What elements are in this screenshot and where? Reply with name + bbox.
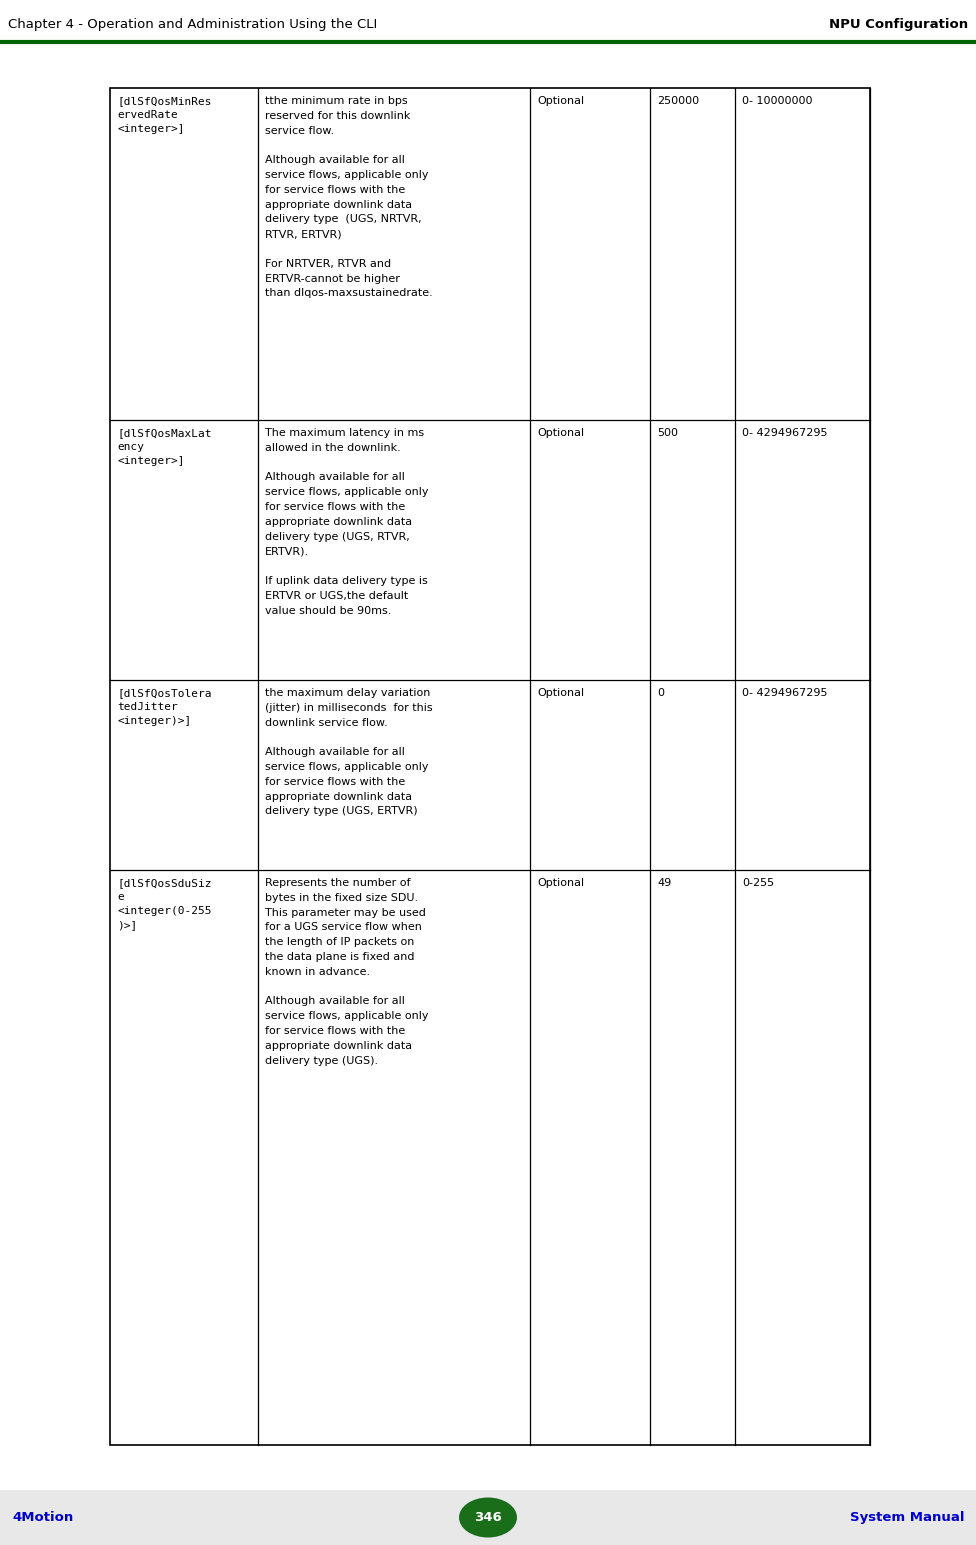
Text: [dlSfQosMinRes
ervedRate
<integer>]: [dlSfQosMinRes ervedRate <integer>]: [117, 96, 212, 134]
Text: 250000: 250000: [657, 96, 699, 107]
Text: 0- 10000000: 0- 10000000: [742, 96, 812, 107]
Text: Optional: Optional: [537, 878, 584, 888]
Bar: [110, 88, 870, 1445]
Text: Optional: Optional: [537, 688, 584, 698]
Text: 0- 4294967295: 0- 4294967295: [742, 688, 828, 698]
Text: 0: 0: [657, 688, 664, 698]
Text: Chapter 4 - Operation and Administration Using the CLI: Chapter 4 - Operation and Administration…: [8, 19, 378, 31]
Text: [dlSfQosSduSiz
e
<integer(0-255
)>]: [dlSfQosSduSiz e <integer(0-255 )>]: [117, 878, 212, 930]
Text: 500: 500: [657, 428, 678, 437]
Text: Optional: Optional: [537, 428, 584, 437]
Text: [dlSfQosMaxLat
ency
<integer>]: [dlSfQosMaxLat ency <integer>]: [117, 428, 212, 467]
Text: 0-255: 0-255: [742, 878, 774, 888]
Text: NPU Configuration: NPU Configuration: [829, 19, 968, 31]
Text: 49: 49: [657, 878, 671, 888]
Text: 0- 4294967295: 0- 4294967295: [742, 428, 828, 437]
Text: 346: 346: [474, 1511, 502, 1523]
Bar: [0, 1489, 976, 1545]
Text: [dlSfQosTolera
tedJitter
<integer)>]: [dlSfQosTolera tedJitter <integer)>]: [117, 688, 212, 726]
Ellipse shape: [459, 1497, 517, 1537]
Text: The maximum latency in ms
allowed in the downlink.

Although available for all
s: The maximum latency in ms allowed in the…: [265, 428, 428, 615]
Text: System Manual: System Manual: [849, 1511, 964, 1523]
Text: Optional: Optional: [537, 96, 584, 107]
Text: Represents the number of
bytes in the fixed size SDU.
This parameter may be used: Represents the number of bytes in the fi…: [265, 878, 428, 1066]
Text: tthe minimum rate in bps
reserved for this downlink
service flow.

Although avai: tthe minimum rate in bps reserved for th…: [265, 96, 432, 298]
Text: the maximum delay variation
(jitter) in milliseconds  for this
downlink service : the maximum delay variation (jitter) in …: [265, 688, 432, 816]
Text: 4Motion: 4Motion: [12, 1511, 73, 1523]
